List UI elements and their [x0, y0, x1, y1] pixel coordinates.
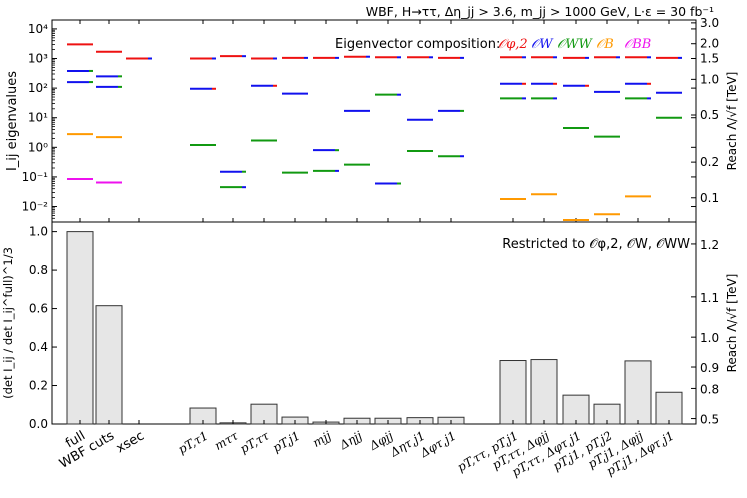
- top-right-axis-label: Reach Λ/√f [TeV]: [725, 72, 739, 171]
- ratio-bar: [95, 305, 123, 425]
- ratio-bar: [624, 360, 652, 425]
- top-y-tick-label: 10¹: [28, 111, 48, 125]
- bottom-right-tick-label: 1.0: [700, 331, 719, 345]
- ratio-bar: [66, 231, 94, 425]
- legend-entry: 𝒪φ,2: [498, 37, 528, 52]
- legend-entry: 𝒪W: [531, 37, 554, 52]
- top-y-tick-label: 10⁰: [28, 140, 48, 154]
- x-category-label: pT,ττ: [238, 428, 272, 456]
- x-category-label: WBF cuts: [57, 428, 117, 471]
- x-category-label: mjj: [310, 428, 334, 450]
- top-y-tick-label: 10²: [28, 81, 48, 95]
- legend: Eigenvector composition: 𝒪φ,2 𝒪W 𝒪WW 𝒪B 𝒪BB: [335, 37, 651, 52]
- legend-entry: 𝒪B: [596, 37, 614, 52]
- top-y-tick-label: 10⁻²: [22, 200, 49, 214]
- bottom-right-tick-label: 0.9: [700, 361, 719, 375]
- ratio-bar: [655, 391, 683, 425]
- top-right-tick-label: 0.2: [700, 155, 719, 169]
- chart-title: WBF, H→ττ, Δη_jj > 3.6, m_jj > 1000 GeV,…: [366, 4, 714, 19]
- bottom-right-tick-label: 0.8: [700, 382, 719, 396]
- top-y-tick-label: 10³: [28, 52, 48, 66]
- top-right-tick-label: 2.0: [700, 37, 719, 51]
- x-category-label: xsec: [114, 428, 147, 456]
- top-right-tick-label: 1.0: [700, 72, 719, 86]
- ratio-bar: [562, 394, 590, 425]
- legend-entry: 𝒪BB: [624, 37, 651, 52]
- bottom-y-axis-label: (det I_ij / det I_ij^full)^1/3: [1, 247, 15, 399]
- ratio-bar: [530, 359, 558, 425]
- bottom-right-tick-label: 0.5: [700, 413, 719, 427]
- bottom-y-tick-label: 0.2: [29, 379, 48, 393]
- bottom-right-tick-label: 1.2: [700, 238, 719, 252]
- x-category-label: Δηjj: [336, 428, 364, 452]
- x-category-label: pT,j1: [270, 428, 302, 455]
- top-y-tick-label: 10⁻¹: [22, 170, 49, 184]
- bottom-y-tick-label: 0.6: [29, 302, 48, 316]
- top-right-tick-label: 3.0: [700, 16, 719, 30]
- top-right-tick-label: 1.5: [700, 52, 719, 66]
- bottom-y-tick-label: 1.0: [29, 225, 48, 239]
- bottom-y-tick-label: 0.0: [29, 417, 48, 431]
- ratio-bar: [499, 360, 527, 425]
- bottom-y-tick-label: 0.4: [29, 340, 48, 354]
- bottom-y-tick-label: 0.8: [29, 263, 48, 277]
- top-y-axis-label: I_ij eigenvalues: [5, 71, 20, 171]
- top-right-tick-label: 0.1: [700, 191, 719, 205]
- legend-title: Eigenvector composition:: [335, 37, 500, 52]
- top-y-tick-label: 10⁴: [28, 22, 48, 36]
- bottom-right-tick-label: 1.1: [700, 291, 719, 305]
- legend-entry: 𝒪WW: [557, 37, 594, 52]
- bottom-panel-annotation: Restricted to 𝒪φ,2, 𝒪W, 𝒪WW: [502, 237, 690, 252]
- x-category-label: pT,τ1: [176, 428, 211, 456]
- bottom-panel-frame: [51, 221, 697, 425]
- top-right-tick-label: 0.5: [700, 108, 719, 122]
- x-category-label: mττ: [212, 428, 241, 453]
- bottom-right-axis-label: Reach Λ/√f [TeV]: [725, 274, 739, 373]
